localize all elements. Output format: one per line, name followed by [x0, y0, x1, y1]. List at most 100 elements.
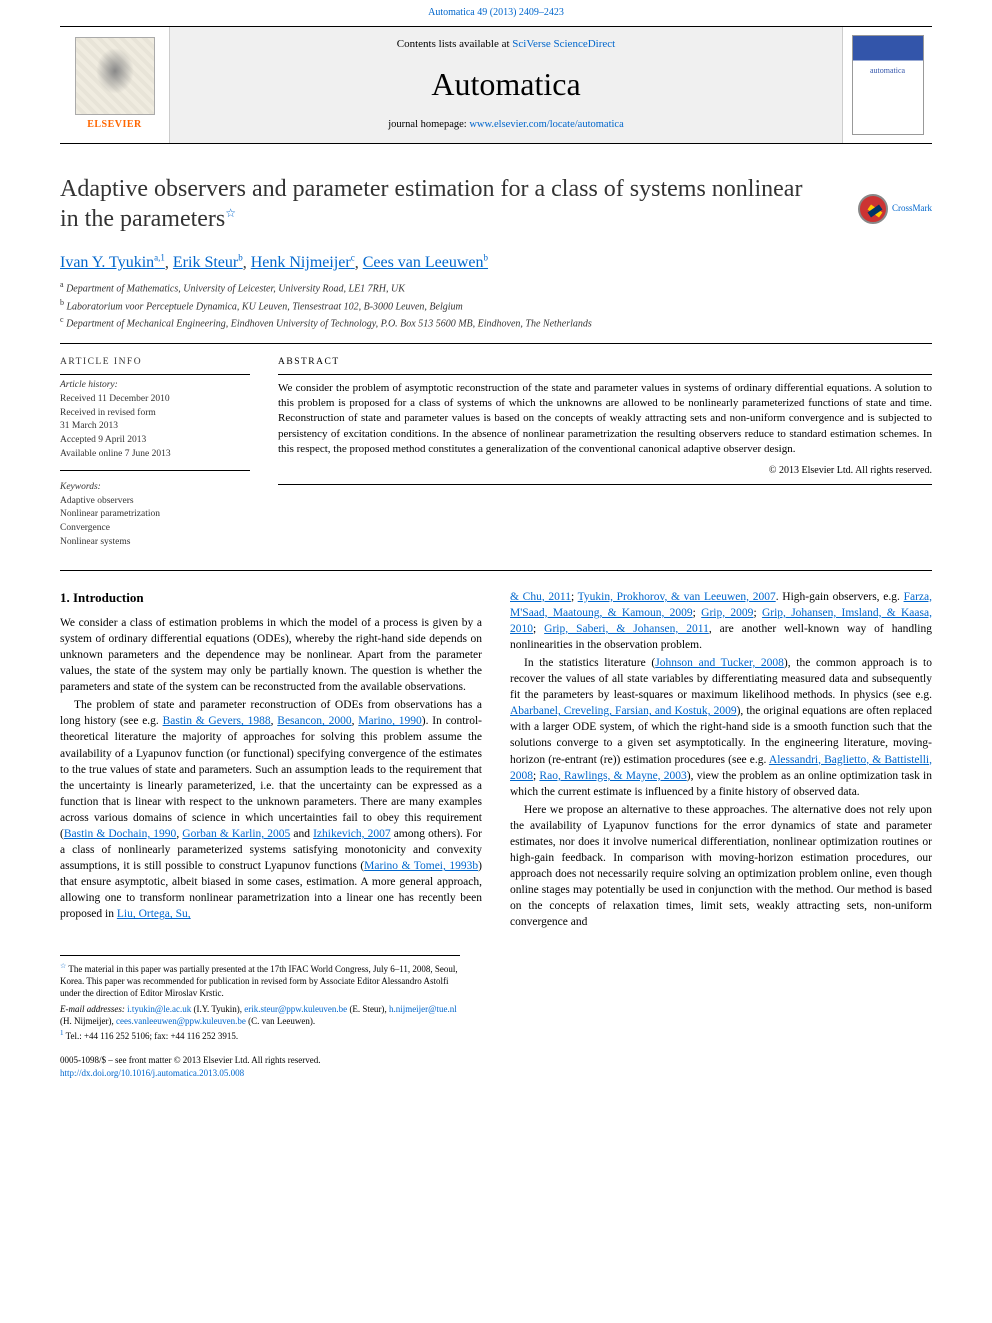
cover-mini-icon: automatica	[852, 35, 924, 135]
citation-link[interactable]: Johnson and Tucker, 2008	[655, 657, 784, 669]
article-info-heading: ARTICLE INFO	[60, 356, 250, 370]
keyword: Convergence	[60, 522, 250, 536]
footnote-emails: E-mail addresses: i.tyukin@le.ac.uk (I.Y…	[60, 1003, 460, 1027]
footnote-marker: ☆	[60, 962, 66, 970]
doi-link[interactable]: http://dx.doi.org/10.1016/j.automatica.2…	[60, 1068, 244, 1078]
author-aff: a,1	[154, 253, 165, 263]
body-paragraph: Here we propose an alternative to these …	[510, 802, 932, 931]
email-who: (E. Steur)	[349, 1004, 384, 1014]
aff-text: Department of Mathematics, University of…	[66, 284, 405, 295]
homepage-link[interactable]: www.elsevier.com/locate/automatica	[469, 119, 623, 130]
aff-text: Department of Mechanical Engineering, Ei…	[66, 318, 592, 329]
publisher-name: ELSEVIER	[87, 118, 142, 132]
footnote-marker: 1	[60, 1029, 64, 1037]
footnote-text: The material in this paper was partially…	[60, 964, 458, 998]
text-run: ;	[571, 591, 578, 603]
citation-link[interactable]: Besancon, 2000	[277, 715, 351, 727]
body-paragraph: & Chu, 2011; Tyukin, Prokhorov, & van Le…	[510, 589, 932, 653]
author-link[interactable]: Henk Nijmeijerc	[251, 254, 355, 271]
body-columns: 1. Introduction We consider a class of e…	[60, 589, 932, 933]
aff-sup: b	[60, 298, 64, 307]
email-link[interactable]: cees.vanleeuwen@ppw.kuleuven.be	[116, 1016, 246, 1026]
text-run: We consider a class of estimation proble…	[60, 617, 482, 693]
email-who: (I.Y. Tyukin)	[193, 1004, 239, 1014]
homepage-prefix: journal homepage:	[388, 119, 469, 130]
journal-name: Automatica	[431, 63, 580, 106]
header-citation[interactable]: Automatica 49 (2013) 2409–2423	[428, 7, 564, 18]
masthead: ELSEVIER Contents lists available at Sci…	[60, 26, 932, 144]
section-heading: 1. Introduction	[60, 589, 482, 607]
footnote-text: Tel.: +44 116 252 5106; fax: +44 116 252…	[66, 1031, 239, 1041]
keyword: Nonlinear systems	[60, 536, 250, 550]
column-right: & Chu, 2011; Tyukin, Prokhorov, & van Le…	[510, 589, 932, 933]
text-run: In the statistics literature (	[524, 657, 655, 669]
author-name: Erik Steur	[173, 254, 238, 271]
publisher-logo[interactable]: ELSEVIER	[60, 27, 170, 143]
citation-link[interactable]: Izhikevich, 2007	[313, 828, 391, 840]
history-heading: Article history:	[60, 379, 250, 393]
citation-link[interactable]: Liu, Ortega, Su,	[117, 908, 191, 920]
email-who: (H. Nijmeijer)	[60, 1016, 111, 1026]
citation-link[interactable]: Grip, Saberi, & Johansen, 2011	[544, 623, 709, 635]
author-name: Cees van Leeuwen	[363, 254, 484, 271]
author-name: Ivan Y. Tyukin	[60, 254, 154, 271]
article-info: ARTICLE INFO Article history: Received 1…	[60, 344, 250, 561]
sciencedirect-link[interactable]: SciVerse ScienceDirect	[512, 38, 615, 50]
affiliation: a Department of Mathematics, University …	[60, 279, 932, 296]
citation-link[interactable]: Grip, 2009	[701, 607, 753, 619]
body-paragraph: The problem of state and parameter recon…	[60, 697, 482, 922]
citation-link[interactable]: Abarbanel, Creveling, Farsian, and Kostu…	[510, 705, 737, 717]
column-left: 1. Introduction We consider a class of e…	[60, 589, 482, 933]
citation-link[interactable]: Bastin & Gevers, 1988	[163, 715, 271, 727]
cover-thumbnail[interactable]: automatica	[842, 27, 932, 143]
journal-box: Contents lists available at SciVerse Sci…	[170, 27, 842, 143]
crossmark-badge[interactable]: CrossMark	[858, 194, 932, 224]
footnotes: ☆ The material in this paper was partial…	[60, 955, 460, 1043]
citation-link[interactable]: Bastin & Dochain, 1990	[64, 828, 176, 840]
text-run: and	[290, 828, 313, 840]
keyword: Adaptive observers	[60, 495, 250, 509]
citation-link[interactable]: & Chu, 2011	[510, 591, 571, 603]
body-paragraph: We consider a class of estimation proble…	[60, 615, 482, 695]
abstract: ABSTRACT We consider the problem of asym…	[278, 344, 932, 561]
history-revised-date: 31 March 2013	[60, 420, 250, 434]
emails-label: E-mail addresses:	[60, 1004, 125, 1014]
journal-homepage: journal homepage: www.elsevier.com/locat…	[388, 118, 624, 132]
aff-sup: c	[60, 315, 64, 324]
email-link[interactable]: h.nijmeijer@tue.nl	[389, 1004, 457, 1014]
text-run: ;	[753, 607, 762, 619]
issn-line: 0005-1098/$ – see front matter © 2013 El…	[60, 1054, 932, 1066]
affiliation: b Laboratorium voor Perceptuele Dynamica…	[60, 297, 932, 314]
crossmark-label: CrossMark	[892, 202, 932, 214]
elsevier-tree-icon	[75, 37, 155, 115]
aff-text: Laboratorium voor Perceptuele Dynamica, …	[67, 301, 463, 312]
history-received: Received 11 December 2010	[60, 393, 250, 407]
email-link[interactable]: i.tyukin@le.ac.uk	[127, 1004, 191, 1014]
history-revised: Received in revised form	[60, 407, 250, 421]
affiliations: a Department of Mathematics, University …	[60, 279, 932, 331]
citation-link[interactable]: Marino & Tomei, 1993b	[364, 860, 478, 872]
doi-block: 0005-1098/$ – see front matter © 2013 El…	[60, 1054, 932, 1078]
paper-title: Adaptive observers and parameter estimat…	[60, 174, 820, 234]
email-link[interactable]: erik.steur@ppw.kuleuven.be	[244, 1004, 347, 1014]
citation-link[interactable]: Gorban & Karlin, 2005	[182, 828, 290, 840]
citation-link[interactable]: Marino, 1990	[358, 715, 422, 727]
body-paragraph: In the statistics literature (Johnson an…	[510, 655, 932, 800]
running-header: Automatica 49 (2013) 2409–2423	[0, 0, 992, 26]
cover-mini-label: automatica	[853, 66, 923, 77]
email-who: (C. van Leeuwen)	[248, 1016, 313, 1026]
author-name: Henk Nijmeijer	[251, 254, 351, 271]
title-text: Adaptive observers and parameter estimat…	[60, 176, 802, 232]
text-run: Here we propose an alternative to these …	[510, 804, 932, 929]
authors: Ivan Y. Tyukina,1, Erik Steurb, Henk Nij…	[60, 252, 932, 274]
citation-link[interactable]: Tyukin, Prokhorov, & van Leeuwen, 2007	[578, 591, 776, 603]
author-link[interactable]: Ivan Y. Tyukina,1	[60, 254, 165, 271]
abstract-heading: ABSTRACT	[278, 356, 932, 369]
text-run: ). In control-theoretical literature the…	[60, 715, 482, 840]
author-link[interactable]: Erik Steurb	[173, 254, 243, 271]
citation-link[interactable]: Rao, Rawlings, & Mayne, 2003	[539, 770, 686, 782]
keyword: Nonlinear parametrization	[60, 508, 250, 522]
title-footnote-marker[interactable]: ☆	[225, 206, 236, 220]
author-link[interactable]: Cees van Leeuwenb	[363, 254, 488, 271]
rule	[60, 570, 932, 571]
